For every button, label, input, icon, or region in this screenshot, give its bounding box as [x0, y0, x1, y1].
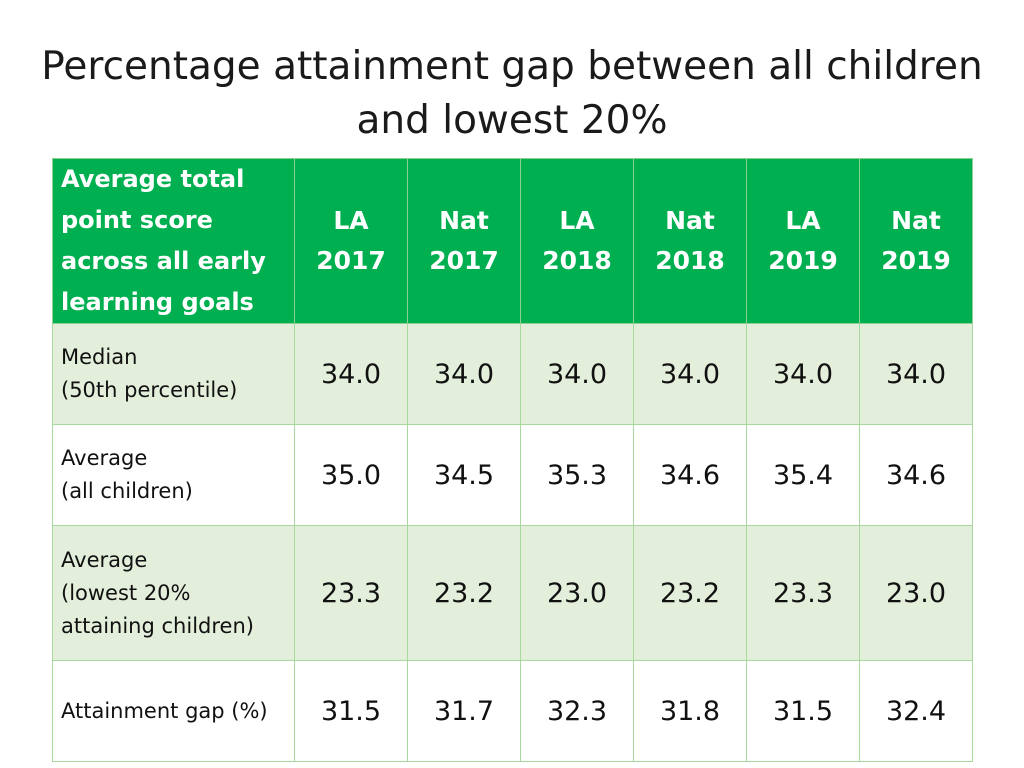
table-cell: 35.4	[746, 424, 860, 526]
column-header-year: 2019	[881, 246, 951, 275]
attainment-table-container: Average total point score across all ear…	[52, 158, 973, 762]
table-cell: 34.6	[633, 424, 747, 526]
column-header-group: LA	[559, 206, 595, 235]
slide-title: Percentage attainment gap between all ch…	[40, 40, 984, 148]
row-label-line: attaining children)	[61, 613, 254, 638]
corner-header-line: point score	[61, 206, 213, 234]
table-cell: 34.0	[633, 323, 747, 425]
table-cell: 35.0	[294, 424, 408, 526]
column-header-group: Nat	[439, 206, 489, 235]
corner-header: Average total point score across all ear…	[52, 158, 295, 324]
table-cell: 31.7	[407, 660, 521, 762]
row-label-line: (all children)	[61, 479, 193, 503]
table-cell: 35.3	[520, 424, 634, 526]
column-header-year: 2017	[316, 246, 386, 275]
table-cell: 34.0	[746, 323, 860, 425]
table-cell: 23.2	[633, 525, 747, 661]
table-cell: 34.0	[859, 323, 973, 425]
column-header-la-2018: LA 2018	[520, 158, 634, 324]
column-header-year: 2019	[768, 246, 838, 275]
table-cell: 23.3	[294, 525, 408, 661]
table-cell: 32.3	[520, 660, 634, 762]
table-cell: 23.0	[520, 525, 634, 661]
column-header-la-2019: LA 2019	[746, 158, 860, 324]
column-header-group: Nat	[665, 206, 715, 235]
column-header-year: 2017	[429, 246, 499, 275]
table-row-median: Median (50th percentile) 34.0 34.0 34.0 …	[52, 323, 973, 425]
row-label-line: Average	[61, 446, 148, 470]
attainment-table: Average total point score across all ear…	[52, 158, 973, 762]
row-label-line: Median	[61, 345, 138, 369]
column-header-group: LA	[333, 206, 369, 235]
table-cell: 31.5	[294, 660, 408, 762]
column-header-la-2017: LA 2017	[294, 158, 408, 324]
corner-header-line: across all early	[61, 247, 266, 275]
slide-title-line-1: Percentage attainment gap between all ch…	[41, 44, 983, 89]
table-cell: 23.3	[746, 525, 860, 661]
row-label-line: Attainment gap (%)	[61, 698, 268, 723]
column-header-group: LA	[785, 206, 821, 235]
row-label-average-all: Average (all children)	[52, 424, 295, 526]
corner-header-line: Average total	[61, 165, 245, 193]
table-cell: 34.0	[520, 323, 634, 425]
slide-title-line-2: and lowest 20%	[356, 98, 668, 143]
row-label-median: Median (50th percentile)	[52, 323, 295, 425]
table-cell: 32.4	[859, 660, 973, 762]
table-row-attainment-gap: Attainment gap (%) 31.5 31.7 32.3 31.8 3…	[52, 660, 973, 762]
row-label-line: (50th percentile)	[61, 378, 238, 402]
row-label-line: Average	[61, 547, 148, 572]
table-cell: 23.0	[859, 525, 973, 661]
table-cell: 23.2	[407, 525, 521, 661]
column-header-nat-2019: Nat 2019	[859, 158, 973, 324]
column-header-nat-2018: Nat 2018	[633, 158, 747, 324]
table-header-row: Average total point score across all ear…	[52, 158, 973, 324]
column-header-year: 2018	[542, 246, 612, 275]
column-header-group: Nat	[891, 206, 941, 235]
row-label-average-lowest-20: Average (lowest 20% attaining children)	[52, 525, 295, 661]
table-cell: 34.0	[407, 323, 521, 425]
table-cell: 34.0	[294, 323, 408, 425]
column-header-year: 2018	[655, 246, 725, 275]
table-cell: 34.6	[859, 424, 973, 526]
table-cell: 34.5	[407, 424, 521, 526]
row-label-line: (lowest 20%	[61, 580, 191, 605]
row-label-attainment-gap: Attainment gap (%)	[52, 660, 295, 762]
table-cell: 31.8	[633, 660, 747, 762]
table-row-average-all: Average (all children) 35.0 34.5 35.3 34…	[52, 424, 973, 526]
corner-header-line: learning goals	[61, 288, 254, 316]
table-cell: 31.5	[746, 660, 860, 762]
column-header-nat-2017: Nat 2017	[407, 158, 521, 324]
table-row-average-lowest-20: Average (lowest 20% attaining children) …	[52, 525, 973, 661]
